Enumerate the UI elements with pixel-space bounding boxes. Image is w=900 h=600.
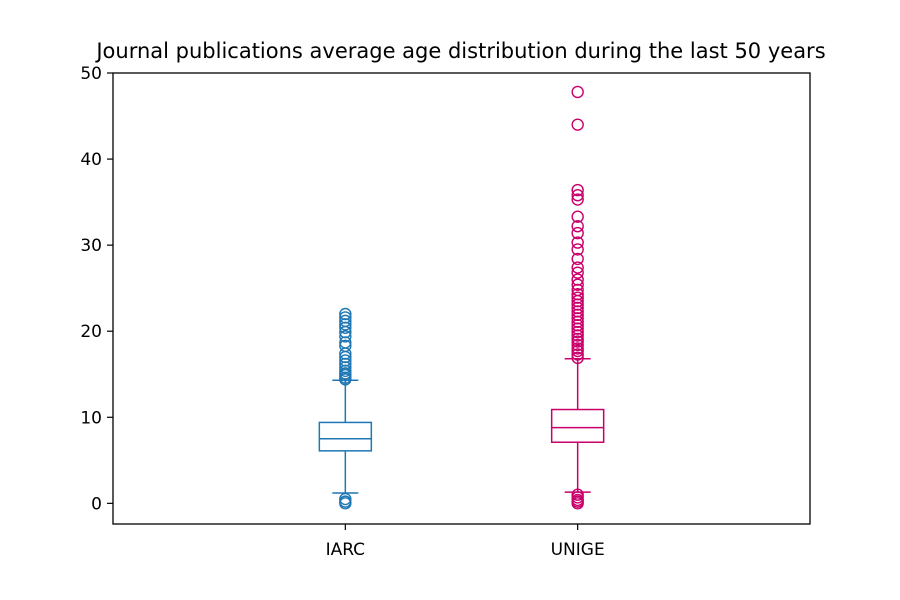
outlier-point bbox=[571, 273, 584, 286]
outlier-point bbox=[571, 348, 584, 361]
y-tick-label: 0 bbox=[91, 494, 102, 514]
outlier-point bbox=[339, 492, 352, 506]
y-tick-label: 50 bbox=[80, 64, 102, 84]
outlier-point bbox=[571, 193, 584, 206]
outlier-point bbox=[571, 261, 584, 274]
outlier-point bbox=[339, 354, 352, 367]
outlier-point bbox=[571, 226, 584, 240]
y-tick-label: 10 bbox=[80, 408, 102, 428]
box-iarc bbox=[318, 307, 373, 510]
outlier-point bbox=[571, 338, 584, 352]
outlier-point bbox=[571, 287, 584, 301]
y-tick-label: 20 bbox=[80, 322, 102, 342]
outlier-point bbox=[339, 314, 352, 328]
y-tick-label: 30 bbox=[80, 236, 102, 256]
outlier-point bbox=[339, 307, 352, 321]
x-tick-label: UNIGE bbox=[551, 540, 605, 560]
outlier-point bbox=[571, 236, 584, 249]
outlier-point bbox=[339, 311, 352, 324]
outlier-point bbox=[571, 183, 584, 197]
x-axis: IARC UNIGE bbox=[326, 524, 605, 560]
outlier-point bbox=[571, 278, 584, 291]
outlier-point bbox=[571, 488, 584, 501]
plot-frame bbox=[112, 72, 811, 525]
outlier-point bbox=[571, 118, 584, 131]
chart-title: Journal publications average age distrib… bbox=[94, 39, 825, 63]
outlier-point bbox=[571, 351, 584, 365]
outlier-point bbox=[571, 189, 584, 202]
y-tick-label: 40 bbox=[80, 150, 102, 170]
plot-area bbox=[318, 85, 605, 510]
outlier-point bbox=[571, 220, 584, 233]
outlier-point bbox=[571, 85, 584, 99]
outlier-point bbox=[571, 342, 584, 355]
outlier-point bbox=[571, 266, 584, 279]
outlier-point bbox=[571, 291, 584, 304]
outlier-point bbox=[339, 330, 352, 343]
iqr-box bbox=[550, 408, 605, 443]
outlier-point bbox=[571, 243, 584, 256]
outlier-point bbox=[339, 339, 352, 353]
outlier-point bbox=[571, 252, 584, 266]
iqr-box bbox=[318, 421, 373, 452]
outlier-point bbox=[571, 210, 584, 223]
box-unige bbox=[550, 85, 605, 510]
y-axis: 0 10 20 30 40 50 bbox=[80, 64, 113, 514]
x-tick-label: IARC bbox=[326, 540, 365, 560]
